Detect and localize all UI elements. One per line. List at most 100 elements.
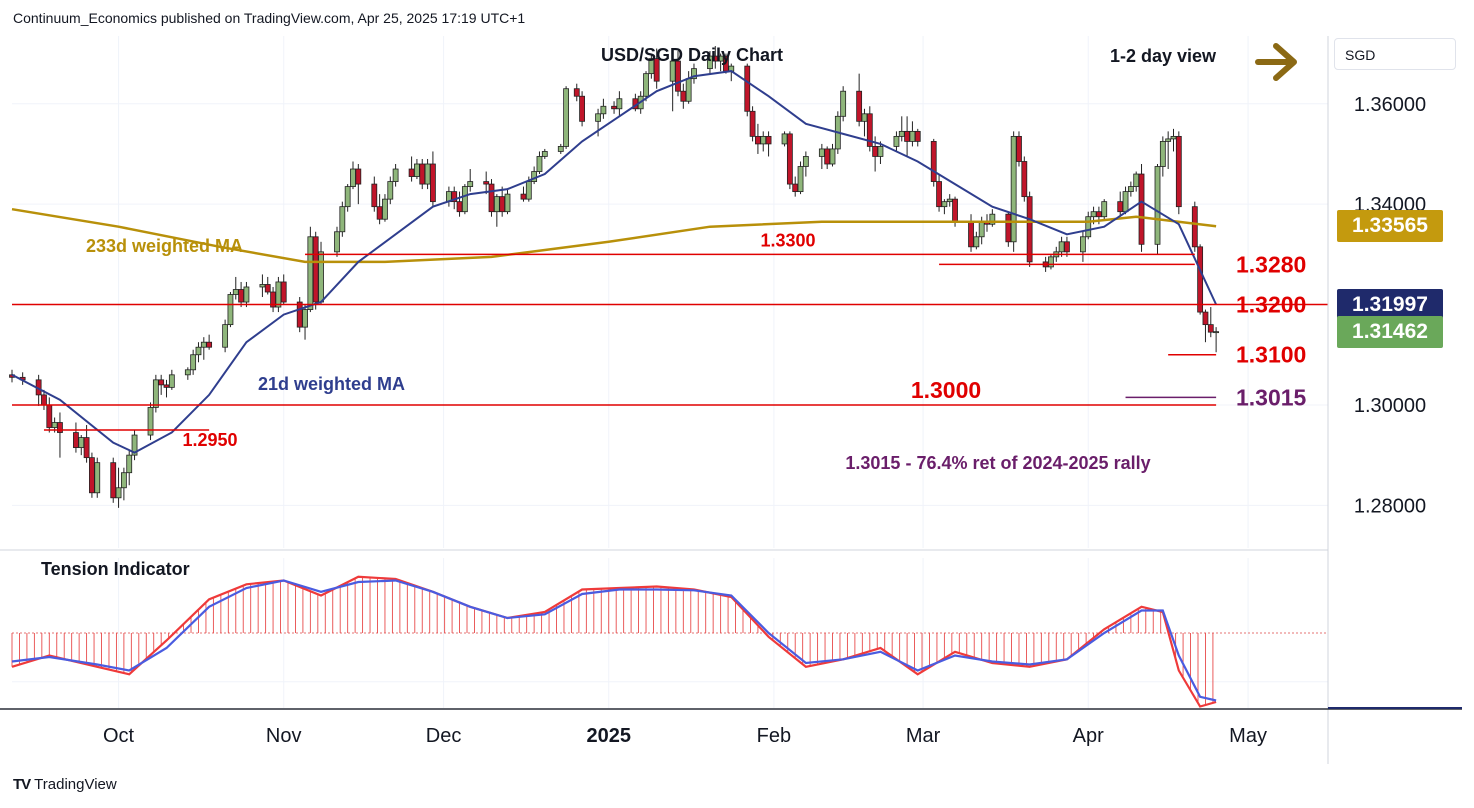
levels bbox=[12, 253, 1328, 431]
candle-body bbox=[456, 201, 463, 213]
candle-body bbox=[1090, 211, 1097, 218]
candle-body bbox=[1085, 216, 1092, 238]
indicator-title: Tension Indicator bbox=[41, 559, 190, 579]
arrow-head bbox=[1273, 43, 1297, 81]
candle-body bbox=[557, 146, 564, 152]
candle-body bbox=[563, 88, 570, 147]
candle-body bbox=[280, 281, 287, 303]
level-label-1.3015: 1.3015 bbox=[1236, 384, 1307, 410]
level-label-1.2950: 1.2950 bbox=[182, 430, 237, 450]
candle-body bbox=[579, 95, 585, 122]
candle-body bbox=[158, 379, 165, 386]
x-tick-label: 2025 bbox=[586, 725, 631, 747]
candle-body bbox=[1005, 213, 1012, 243]
candle-body bbox=[307, 236, 314, 310]
candle-body bbox=[1154, 166, 1161, 245]
candle-body bbox=[73, 432, 79, 449]
candle-body bbox=[691, 68, 697, 80]
candle-body bbox=[493, 196, 500, 213]
candle-body bbox=[264, 284, 271, 293]
candle-body bbox=[46, 404, 53, 428]
candle-body bbox=[872, 146, 879, 157]
candle-body bbox=[760, 135, 767, 145]
candle-body bbox=[78, 437, 85, 449]
ma233-label: 233d weighted MA bbox=[86, 236, 243, 256]
chart-title: USD/SGD Daily Chart bbox=[601, 45, 783, 65]
candle-body bbox=[483, 181, 490, 185]
x-tick-label: Feb bbox=[757, 725, 791, 747]
price-tag-ma21: 1.31997 bbox=[1337, 288, 1443, 321]
candle-body bbox=[344, 186, 351, 208]
axes bbox=[0, 36, 1462, 764]
candle-body bbox=[168, 374, 175, 388]
level-label-1.3200: 1.3200 bbox=[1236, 292, 1306, 318]
candle-body bbox=[1197, 246, 1204, 313]
candle-body bbox=[89, 457, 95, 494]
x-tick-label: May bbox=[1229, 725, 1267, 747]
candle-body bbox=[152, 379, 159, 408]
y-tick-label: 1.28000 bbox=[1354, 495, 1426, 517]
ma21-line bbox=[11, 70, 1218, 454]
candle-body bbox=[600, 105, 607, 115]
candle-body bbox=[222, 324, 229, 348]
candle-body bbox=[1101, 201, 1108, 218]
candle-body bbox=[184, 369, 191, 376]
candle-body bbox=[573, 88, 580, 97]
candle-body bbox=[302, 309, 308, 328]
currency-selector[interactable]: SGD bbox=[1334, 38, 1456, 70]
level-label-1.3100: 1.3100 bbox=[1236, 342, 1306, 368]
tension-indicator bbox=[11, 575, 1328, 708]
candle-body bbox=[414, 163, 420, 177]
candle-body bbox=[499, 196, 506, 213]
candle-body bbox=[936, 181, 942, 208]
level-label-1.3300: 1.3300 bbox=[760, 230, 815, 250]
x-tick-label: Nov bbox=[266, 725, 302, 747]
view-label: 1-2 day view bbox=[1110, 46, 1217, 66]
candle-body bbox=[163, 384, 170, 388]
candle-body bbox=[898, 130, 905, 137]
candle-body bbox=[1010, 135, 1017, 243]
level-label-1.3280: 1.3280 bbox=[1236, 251, 1306, 277]
tension-red-line bbox=[11, 575, 1217, 708]
candle-body bbox=[227, 294, 234, 326]
candle-body bbox=[467, 181, 474, 187]
candle-body bbox=[525, 181, 532, 200]
publisher-caption: Continuum_Economics published on Trading… bbox=[13, 10, 526, 26]
candle-body bbox=[797, 166, 804, 193]
candle-body bbox=[1127, 186, 1134, 193]
candle-body bbox=[861, 113, 868, 122]
tension-blue-line bbox=[11, 579, 1217, 702]
candle-body bbox=[1016, 135, 1022, 162]
candle-body bbox=[786, 133, 793, 185]
candle-body bbox=[685, 78, 692, 102]
candle-body bbox=[408, 168, 415, 177]
x-tick-label: Mar bbox=[906, 725, 941, 747]
candle-body bbox=[83, 437, 90, 459]
candle-body bbox=[1175, 135, 1182, 208]
candle-body bbox=[312, 236, 319, 303]
candle-body bbox=[978, 221, 985, 238]
candle-body bbox=[904, 130, 910, 142]
candle-body bbox=[595, 113, 601, 122]
candle-body bbox=[893, 135, 900, 147]
candle-body bbox=[275, 281, 282, 308]
candle-body bbox=[536, 156, 543, 172]
x-tick-label: Dec bbox=[426, 725, 462, 747]
candle-body bbox=[749, 110, 756, 137]
candle-body bbox=[392, 168, 399, 182]
tradingview-logo[interactable]: TV TradingView bbox=[13, 776, 117, 793]
candle-body bbox=[818, 148, 825, 157]
candle-body bbox=[206, 341, 213, 348]
candle-body bbox=[126, 454, 133, 474]
candle-body bbox=[824, 148, 831, 165]
candle-body bbox=[488, 183, 495, 213]
candle-body bbox=[946, 198, 953, 203]
candle-body bbox=[94, 462, 101, 494]
candle-body bbox=[968, 221, 974, 248]
candle-body bbox=[1095, 211, 1102, 218]
candle-body bbox=[952, 198, 958, 223]
candle-body bbox=[461, 186, 468, 213]
candle-body bbox=[430, 163, 436, 203]
